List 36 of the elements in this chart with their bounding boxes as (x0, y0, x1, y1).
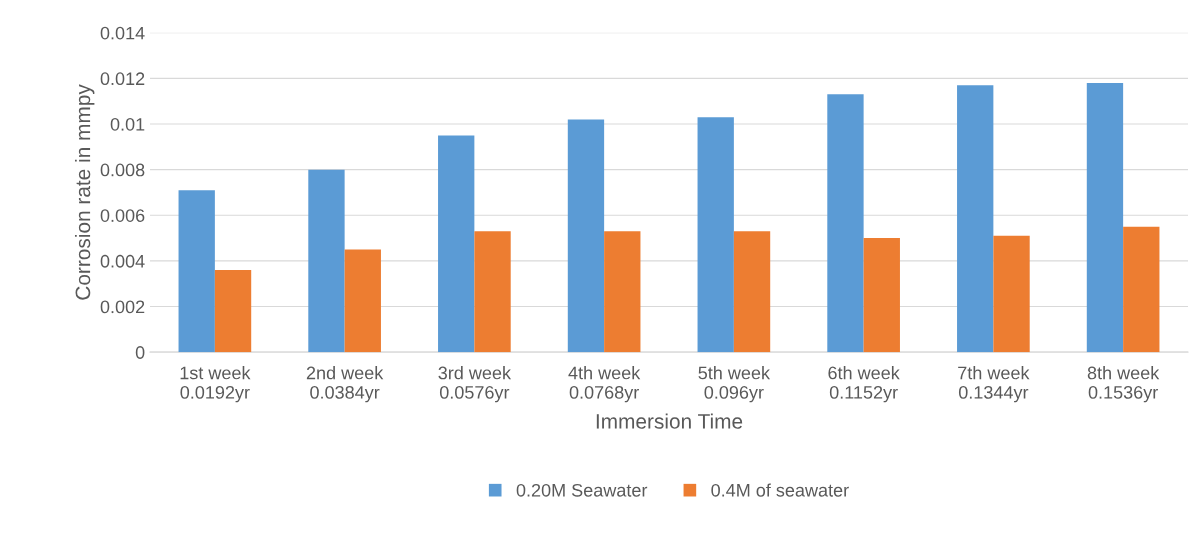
x-tick-label: 8th week 0.1536yr (1087, 366, 1160, 403)
bar (697, 117, 734, 353)
bar (1086, 82, 1124, 353)
bar (993, 235, 1030, 353)
bar (733, 231, 771, 353)
x-tick-label: 7th week 0.1344yr (958, 366, 1030, 403)
bar (344, 249, 381, 353)
x-tick-label: 6th week 0.1152yr (828, 366, 900, 403)
x-tick-label: 4th week 0.0768yr (568, 366, 641, 403)
x-axis-title: Immersion Time (596, 413, 743, 429)
bar (604, 231, 641, 353)
x-tick-label: 3rd week 0.0576yr (438, 366, 512, 403)
legend-label: 0.20M Seawater (516, 483, 648, 497)
bar (827, 94, 864, 353)
bar (438, 135, 475, 353)
y-tick-label: 0 (135, 346, 145, 359)
y-tick-label: 0.002 (100, 300, 145, 314)
y-tick-label: 0.006 (100, 209, 145, 222)
x-tick-label: 1st week 0.0192yr (180, 366, 251, 403)
bar (567, 119, 605, 353)
y-tick-label: 0.01 (110, 117, 145, 131)
bar (863, 238, 900, 353)
bar (1123, 226, 1160, 353)
bar (308, 169, 345, 353)
y-tick-label: 0.014 (100, 26, 145, 40)
y-tick-label: 0.012 (100, 72, 145, 86)
y-tick-label: 0.008 (100, 163, 145, 177)
y-axis-title: Corrosion rate in mmpy (74, 84, 95, 300)
bar (178, 190, 215, 353)
x-tick-label: 5th week 0.096yr (698, 366, 771, 403)
bar (214, 270, 252, 353)
x-tick-label: 2nd week 0.0384yr (306, 366, 384, 403)
legend-label: 0.4M of seawater (711, 483, 849, 497)
y-tick-label: 0.004 (100, 254, 145, 268)
bar (474, 231, 511, 353)
bar (957, 85, 994, 353)
